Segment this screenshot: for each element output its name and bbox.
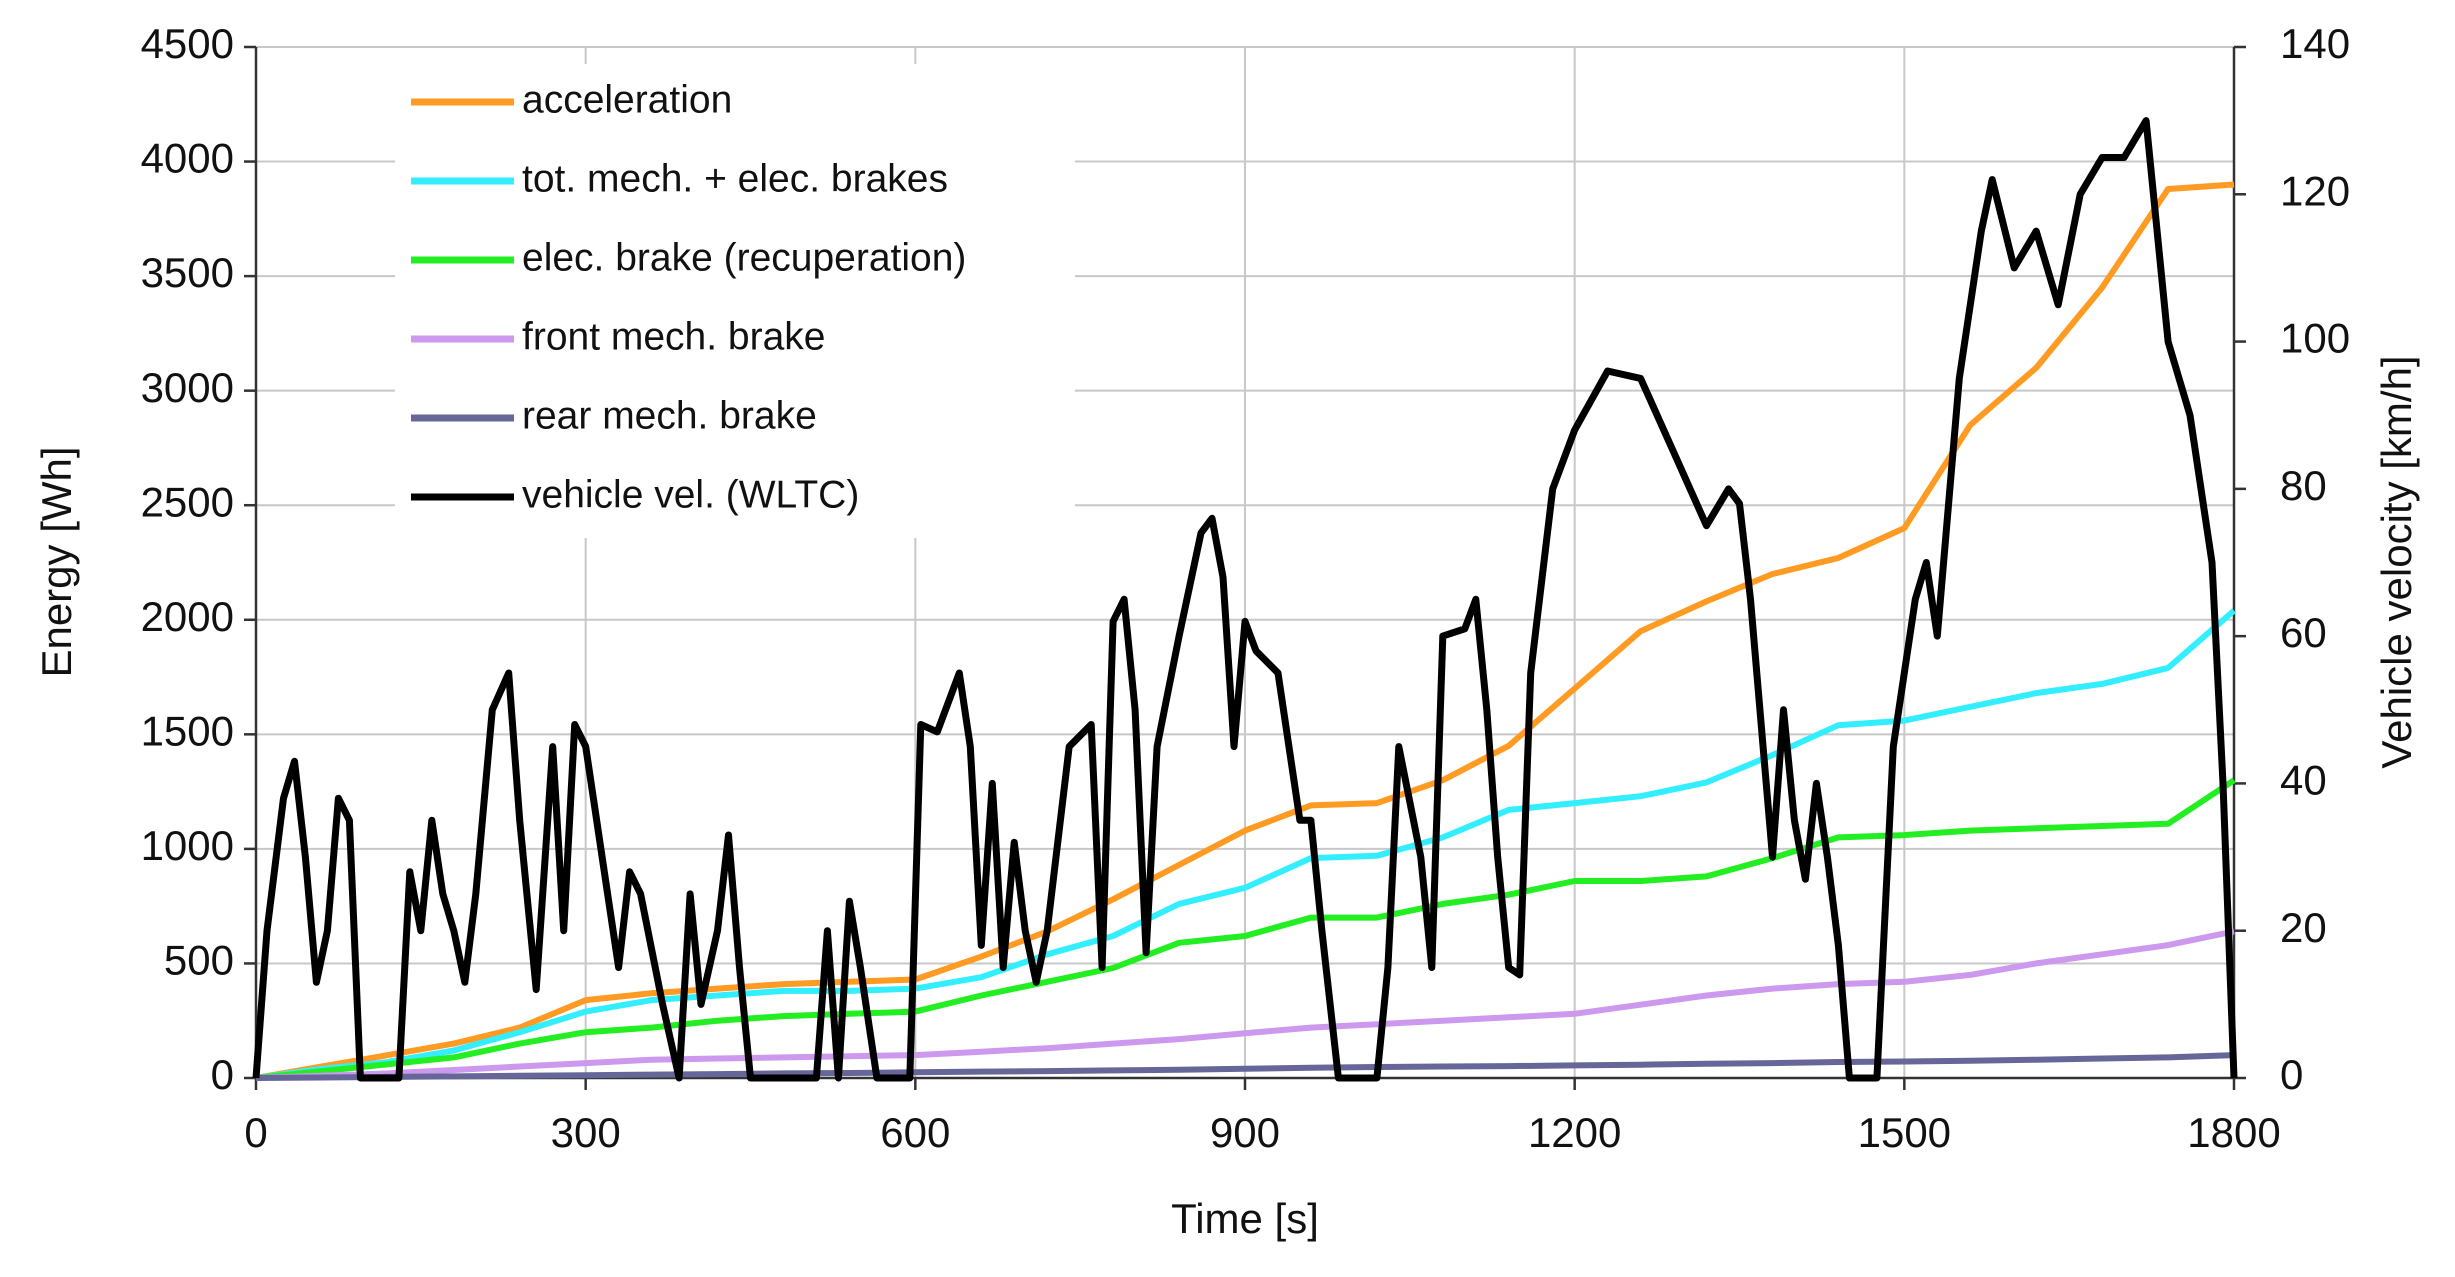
y-tick-label: 2000 — [141, 593, 234, 640]
series-line — [255, 608, 2236, 1081]
x-tick-label: 300 — [551, 1109, 621, 1156]
legend-label: rear mech. brake — [522, 394, 817, 437]
y2-tick-label: 100 — [2280, 315, 2350, 362]
y-tick-label: 3500 — [141, 249, 234, 296]
legend-label: elec. brake (recuperation) — [522, 236, 966, 279]
legend-label: vehicle vel. (WLTC) — [522, 473, 859, 516]
series-line — [252, 117, 2238, 1082]
y2-tick-label: 40 — [2280, 757, 2327, 804]
y2-tick-label: 80 — [2280, 462, 2327, 509]
y2-tick-label: 120 — [2280, 167, 2350, 214]
series-line — [255, 181, 2235, 1081]
y2-tick-label: 0 — [2280, 1051, 2303, 1098]
x-tick-label: 1500 — [1858, 1109, 1951, 1156]
x-tick-label: 900 — [1210, 1109, 1280, 1156]
series-line — [255, 928, 2235, 1081]
y-axis-title: Energy [Wh] — [33, 446, 80, 677]
x-tick-label: 1800 — [2187, 1109, 2280, 1156]
y-tick-label: 4000 — [141, 135, 234, 182]
y2-axis-title: Vehicle velocity [km/h] — [2373, 355, 2420, 768]
series-line — [255, 1052, 2235, 1081]
x-tick-label: 1200 — [1528, 1109, 1621, 1156]
y-tick-label: 0 — [211, 1051, 234, 1098]
series-line — [255, 777, 2236, 1081]
x-tick-label: 0 — [244, 1109, 267, 1156]
x-axis-title: Time [s] — [1171, 1195, 1319, 1242]
y2-tick-label: 140 — [2280, 20, 2350, 67]
y-tick-label: 3000 — [141, 364, 234, 411]
y2-tick-label: 20 — [2280, 904, 2327, 951]
legend-label: front mech. brake — [522, 315, 825, 358]
y-tick-label: 500 — [164, 937, 234, 984]
x-tick-label: 600 — [880, 1109, 950, 1156]
legend-label: tot. mech. + elec. brakes — [522, 157, 948, 200]
y-tick-label: 1500 — [141, 707, 234, 754]
y2-tick-label: 60 — [2280, 609, 2327, 656]
legend-label: acceleration — [522, 78, 732, 121]
y-tick-label: 1000 — [141, 822, 234, 869]
legend-background — [395, 64, 1075, 538]
y-tick-label: 2500 — [141, 478, 234, 525]
y-tick-label: 4500 — [141, 20, 234, 67]
